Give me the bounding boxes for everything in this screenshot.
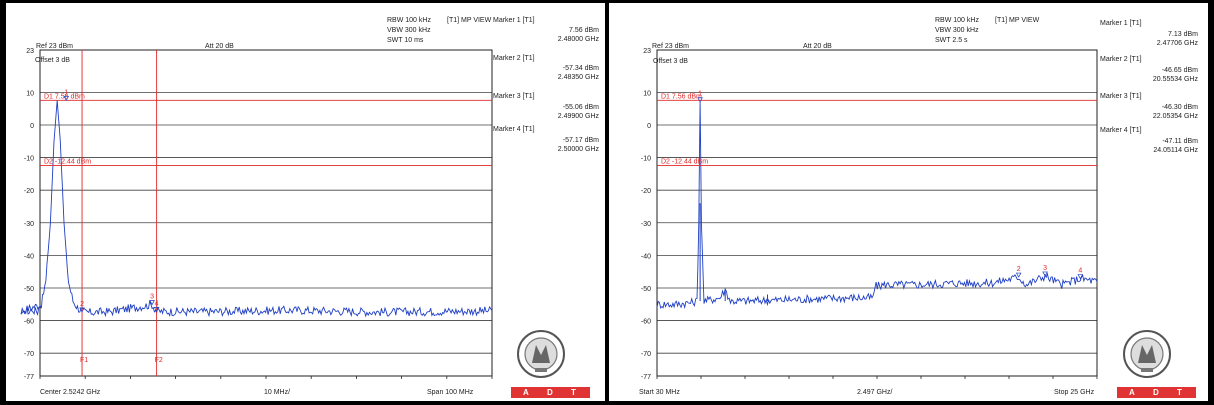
y-tick-label: -77 — [641, 374, 651, 381]
adt-letter-a: A — [523, 388, 529, 397]
frequency-line-f1-label: F1 — [80, 357, 88, 364]
y-tick-label: -30 — [24, 221, 34, 228]
marker-1-number: 1 — [64, 89, 68, 96]
adt-letter-d: D — [547, 388, 553, 397]
marker-2-number: 2 — [1017, 266, 1021, 273]
display-line-d2-label: D2 -12.44 dBm — [44, 159, 91, 166]
adt-letter-d: D — [1153, 388, 1159, 397]
trace-line — [21, 100, 492, 316]
y-tick-label: -60 — [24, 319, 34, 326]
marker-1-number: 1 — [698, 91, 702, 98]
y-tick-label: -40 — [641, 253, 651, 260]
adt-logo: A D T — [1117, 387, 1196, 398]
display-line-d1-label: D1 7.56 dBm — [661, 93, 702, 100]
certification-seal-icon — [516, 329, 566, 379]
y-tick-label: -40 — [24, 253, 34, 260]
certification-seal-icon — [1122, 329, 1172, 379]
y-tick-label: -20 — [641, 188, 651, 195]
marker-4-number: 4 — [155, 300, 159, 307]
marker-3-number: 3 — [150, 293, 154, 300]
trace-line — [657, 102, 1097, 308]
y-tick-label: 10 — [26, 90, 34, 97]
spectrum-panel-right: RBW 100 kHz VBW 300 kHz SWT 2.5 s [T1] M… — [609, 3, 1208, 401]
y-tick-label: 23 — [643, 48, 651, 55]
footer-span-label: Span 100 MHz — [427, 389, 473, 397]
y-tick-label: -70 — [641, 351, 651, 358]
y-tick-label: 23 — [26, 48, 34, 55]
y-tick-label: -77 — [24, 374, 34, 381]
plot-frame — [40, 50, 492, 376]
marker-3-number: 3 — [1043, 265, 1047, 272]
adt-logo: A D T — [511, 387, 590, 398]
y-tick-label: -60 — [641, 319, 651, 326]
footer-start-label: Start 30 MHz — [639, 389, 680, 397]
y-tick-label: -70 — [24, 351, 34, 358]
plot-frame — [657, 50, 1097, 376]
adt-letter-a: A — [1129, 388, 1135, 397]
adt-letter-t: T — [571, 388, 576, 397]
marker-2-symbol — [1016, 273, 1020, 277]
footer-div-label: 2.497 GHz/ — [857, 389, 892, 397]
adt-letter-t: T — [1177, 388, 1182, 397]
y-tick-label: -50 — [24, 286, 34, 293]
footer-div-label: 10 MHz/ — [264, 389, 290, 397]
y-tick-label: -10 — [24, 156, 34, 163]
y-tick-label: -20 — [24, 188, 34, 195]
footer-stop-label: Stop 25 GHz — [1054, 389, 1094, 397]
y-tick-label: -50 — [641, 286, 651, 293]
y-tick-label: 0 — [30, 123, 34, 130]
marker-2-number: 2 — [80, 301, 84, 308]
y-tick-label: 10 — [643, 90, 651, 97]
spectrum-panel-left: RBW 100 kHz VBW 300 kHz SWT 10 ms [T1] M… — [6, 3, 605, 401]
display-line-d2-label: D2 -12.44 dBm — [661, 159, 708, 166]
y-tick-label: -10 — [641, 156, 651, 163]
frequency-line-f2-label: F2 — [155, 357, 163, 364]
y-tick-label: -30 — [641, 221, 651, 228]
footer-center-label: Center 2.5242 GHz — [40, 389, 100, 397]
y-tick-label: 0 — [647, 123, 651, 130]
marker-4-number: 4 — [1078, 268, 1082, 275]
